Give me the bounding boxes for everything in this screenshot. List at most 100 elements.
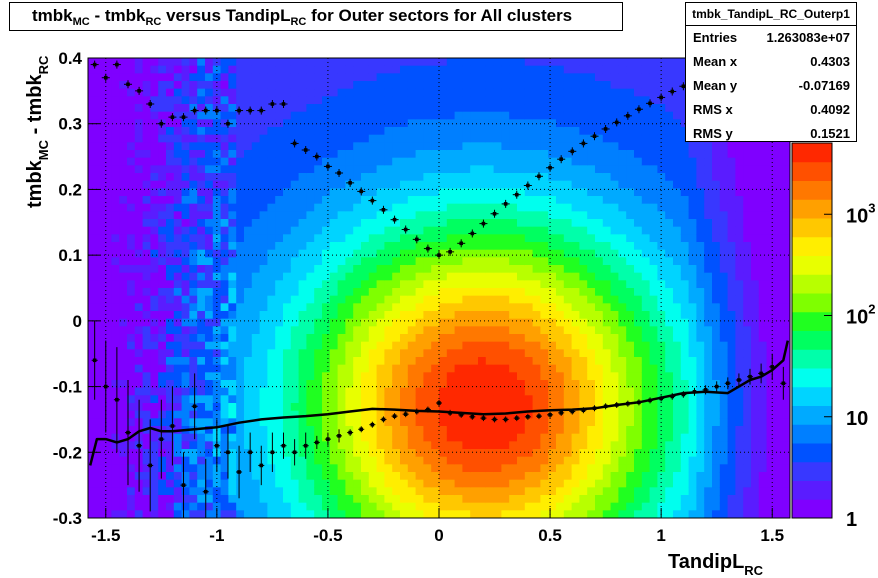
heatmap-cell — [634, 387, 643, 396]
heatmap-cell — [634, 119, 643, 128]
heatmap-cell — [392, 265, 401, 274]
heatmap-cell — [337, 219, 346, 228]
heatmap-cell — [220, 157, 229, 166]
heatmap-cell — [649, 203, 658, 212]
heatmap-cell — [228, 357, 237, 366]
heatmap-cell — [127, 479, 136, 488]
heatmap-cell — [626, 326, 635, 335]
heatmap-cell — [618, 311, 627, 320]
heatmap-cell — [517, 242, 526, 251]
heatmap-cell — [431, 479, 440, 488]
heatmap-cell — [431, 111, 440, 120]
heatmap-cell — [532, 111, 541, 120]
heatmap-cell — [119, 487, 128, 496]
heatmap-cell — [649, 134, 658, 143]
heatmap-cell — [392, 418, 401, 427]
heatmap-cell — [423, 81, 432, 90]
heatmap-cell — [618, 173, 627, 182]
heatmap-cell — [415, 510, 424, 518]
heatmap-cell — [610, 495, 619, 504]
heatmap-cell — [454, 203, 463, 212]
heatmap-cell — [454, 334, 463, 343]
heatmap-cell — [673, 88, 682, 97]
heatmap-cell — [571, 196, 580, 205]
heatmap-cell — [251, 196, 261, 205]
heatmap-cell — [610, 341, 619, 350]
heatmap-cell — [353, 65, 362, 74]
heatmap-cell — [181, 502, 190, 511]
heatmap-cell — [501, 288, 510, 297]
heatmap-cell — [579, 65, 588, 74]
heatmap-cell — [485, 441, 495, 450]
heatmap-cell — [657, 479, 666, 488]
heatmap-cell — [329, 303, 339, 312]
heatmap-cell — [103, 464, 112, 473]
heatmap-cell — [88, 111, 97, 120]
heatmap-cell — [548, 157, 557, 166]
heatmap-cell — [423, 257, 432, 266]
heatmap-cell — [478, 357, 487, 366]
heatmap-cell — [704, 165, 713, 174]
heatmap-cell — [556, 372, 565, 381]
heatmap-cell — [641, 219, 651, 228]
heatmap-cell — [244, 249, 253, 258]
heatmap-cell — [634, 211, 643, 220]
heatmap-cell — [205, 150, 214, 159]
heatmap-cell — [111, 372, 120, 381]
heatmap-cell — [400, 372, 409, 381]
heatmap-cell — [423, 288, 432, 297]
heatmap-cell — [322, 180, 331, 189]
heatmap-cell — [197, 510, 206, 518]
heatmap-cell — [127, 249, 136, 258]
heatmap-cell — [142, 403, 151, 412]
heatmap-cell — [548, 426, 557, 435]
heatmap-cell — [158, 495, 167, 504]
heatmap-cell — [478, 257, 487, 266]
heatmap-cell — [540, 234, 549, 243]
heatmap-cell — [688, 165, 697, 174]
heatmap-cell — [283, 295, 292, 304]
heatmap-cell — [205, 303, 214, 312]
heatmap-cell — [298, 257, 307, 266]
heatmap-cell — [306, 318, 315, 327]
heatmap-cell — [407, 464, 417, 473]
heatmap-cell — [298, 449, 307, 458]
heatmap-cell — [306, 257, 315, 266]
heatmap-cell — [166, 234, 175, 243]
heatmap-cell — [540, 127, 549, 136]
heatmap-cell — [236, 142, 245, 151]
heatmap-cell — [454, 104, 463, 113]
heatmap-cell — [485, 272, 495, 281]
heatmap-cell — [602, 318, 612, 327]
heatmap-cell — [556, 265, 565, 274]
heatmap-cell — [688, 142, 697, 151]
heatmap-cell — [119, 410, 128, 419]
heatmap-cell — [657, 127, 666, 136]
heatmap-cell — [626, 173, 635, 182]
heatmap-cell — [595, 196, 604, 205]
heatmap-cell — [579, 226, 588, 235]
heatmap-cell — [439, 165, 448, 174]
heatmap-cell — [610, 502, 619, 511]
heatmap-cell — [345, 226, 354, 235]
heatmap-cell — [197, 479, 206, 488]
heatmap-cell — [392, 295, 401, 304]
heatmap-cell — [384, 433, 393, 442]
heatmap-cell — [641, 165, 651, 174]
heatmap-cell — [602, 196, 612, 205]
heatmap-cell — [595, 203, 604, 212]
heatmap-cell — [649, 387, 658, 396]
heatmap-cell — [173, 111, 183, 120]
heatmap-cell — [556, 196, 565, 205]
heatmap-cell — [228, 65, 237, 74]
heatmap-cell — [314, 341, 323, 350]
heatmap-cell — [314, 510, 323, 518]
heatmap-cell — [166, 88, 175, 97]
heatmap-cell — [111, 65, 120, 74]
heatmap-cell — [189, 341, 198, 350]
heatmap-cell — [563, 104, 573, 113]
heatmap-cell — [290, 295, 300, 304]
heatmap-cell — [595, 234, 604, 243]
heatmap-cell — [446, 81, 456, 90]
heatmap-cell — [95, 364, 105, 373]
